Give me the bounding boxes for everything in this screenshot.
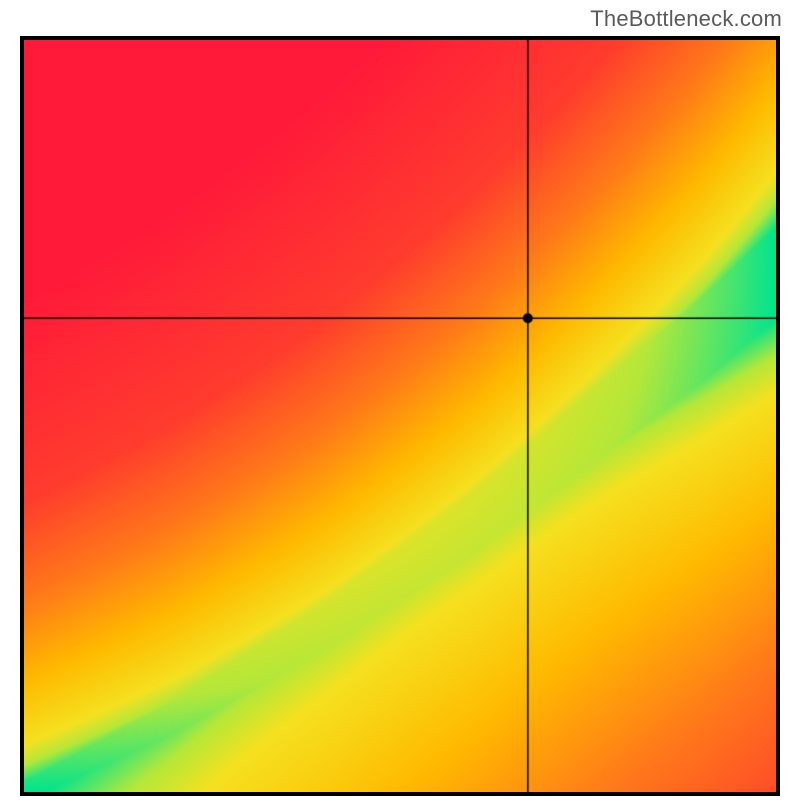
heatmap-chart bbox=[20, 36, 780, 796]
watermark-text: TheBottleneck.com bbox=[590, 6, 782, 32]
heatmap-canvas bbox=[24, 40, 776, 792]
